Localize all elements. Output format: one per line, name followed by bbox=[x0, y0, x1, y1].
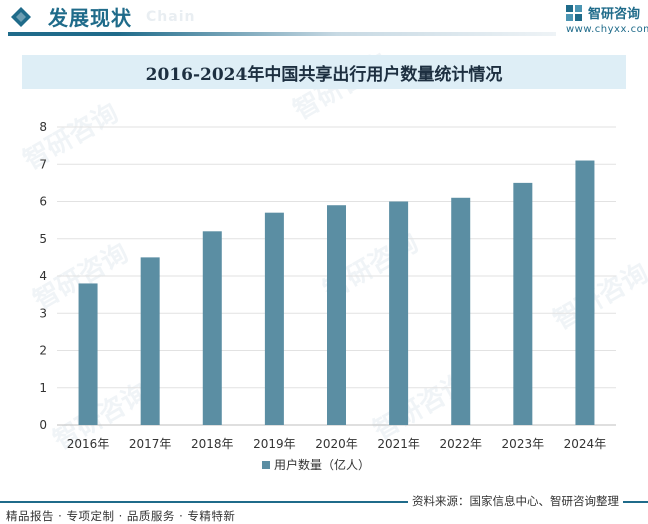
y-tick-label: 1 bbox=[39, 381, 47, 395]
footer-rule bbox=[0, 501, 648, 503]
bar bbox=[389, 201, 409, 425]
bar bbox=[78, 283, 98, 425]
footer-tags: 精品报告 · 专项定制 · 品质服务 · 专精特新 bbox=[6, 509, 236, 523]
brand-name: 智研咨询 bbox=[588, 7, 641, 22]
y-tick-label: 7 bbox=[39, 157, 47, 171]
y-tick-label: 6 bbox=[39, 195, 47, 209]
y-tick-label: 0 bbox=[39, 418, 47, 432]
x-tick-label: 2017年 bbox=[129, 437, 172, 451]
x-tick-label: 2021年 bbox=[377, 437, 420, 451]
diamond-icon bbox=[11, 7, 31, 27]
y-tick-label: 8 bbox=[39, 120, 47, 134]
x-tick-label: 2024年 bbox=[564, 437, 607, 451]
x-tick-label: 2016年 bbox=[67, 437, 110, 451]
brand-url: www.chyxx.com bbox=[566, 24, 648, 35]
y-tick-label: 2 bbox=[39, 344, 47, 358]
y-tick-label: 3 bbox=[39, 306, 47, 320]
x-tick-label: 2023年 bbox=[502, 437, 545, 451]
bar bbox=[575, 160, 595, 425]
x-tick-label: 2022年 bbox=[439, 437, 482, 451]
chart-title-bar: 2016-2024年中国共享出行用户数量统计情况 bbox=[22, 55, 626, 89]
x-tick-label: 2020年 bbox=[315, 437, 358, 451]
bar bbox=[327, 205, 346, 425]
bar bbox=[140, 257, 160, 425]
section-ghost-text: Chain bbox=[146, 9, 196, 25]
source-note: 资料来源：国家信息中心、智研咨询整理 bbox=[408, 493, 623, 509]
brand-logo-icon bbox=[566, 5, 582, 21]
bar bbox=[202, 231, 222, 425]
bar bbox=[451, 197, 471, 425]
legend-label: 用户数量（亿人） bbox=[274, 457, 370, 472]
section-header: 发展现状 Chain 智研咨询 www.chyxx.com bbox=[0, 0, 648, 38]
y-tick-label: 5 bbox=[39, 232, 47, 246]
bar bbox=[513, 182, 533, 425]
legend-swatch bbox=[262, 461, 270, 469]
bar bbox=[264, 212, 284, 425]
y-tick-label: 4 bbox=[39, 269, 47, 283]
chart-title: 2016-2024年中国共享出行用户数量统计情况 bbox=[145, 64, 503, 85]
header-rule bbox=[8, 32, 556, 36]
x-tick-label: 2019年 bbox=[253, 437, 296, 451]
section-title: 发展现状 bbox=[48, 6, 132, 30]
x-tick-label: 2018年 bbox=[191, 437, 234, 451]
